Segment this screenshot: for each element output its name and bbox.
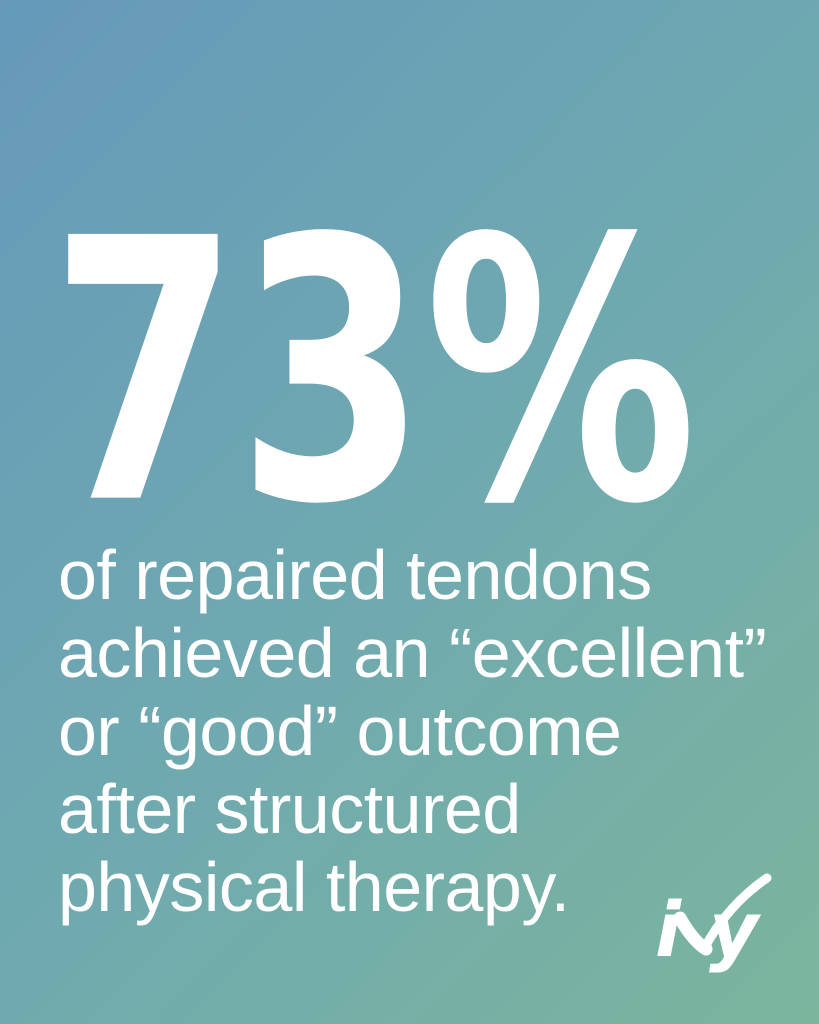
stat-caption: of repaired tendons achieved an “excelle… [58, 536, 767, 926]
caption-line-5: physical therapy. [58, 848, 570, 926]
ivy-logo: i y [655, 873, 772, 974]
caption-line-3: or “good” outcome [58, 692, 622, 770]
caption-line-1: of repaired tendons [58, 536, 652, 614]
stat-value: 73% [50, 163, 697, 585]
logo-letter-i: i [655, 885, 682, 974]
caption-line-2: achieved an “excellent” [58, 614, 767, 692]
caption-line-4: after structured [58, 770, 521, 848]
logo-letter-y: y [709, 885, 762, 974]
logo-swoosh-tail-icon [699, 873, 772, 954]
